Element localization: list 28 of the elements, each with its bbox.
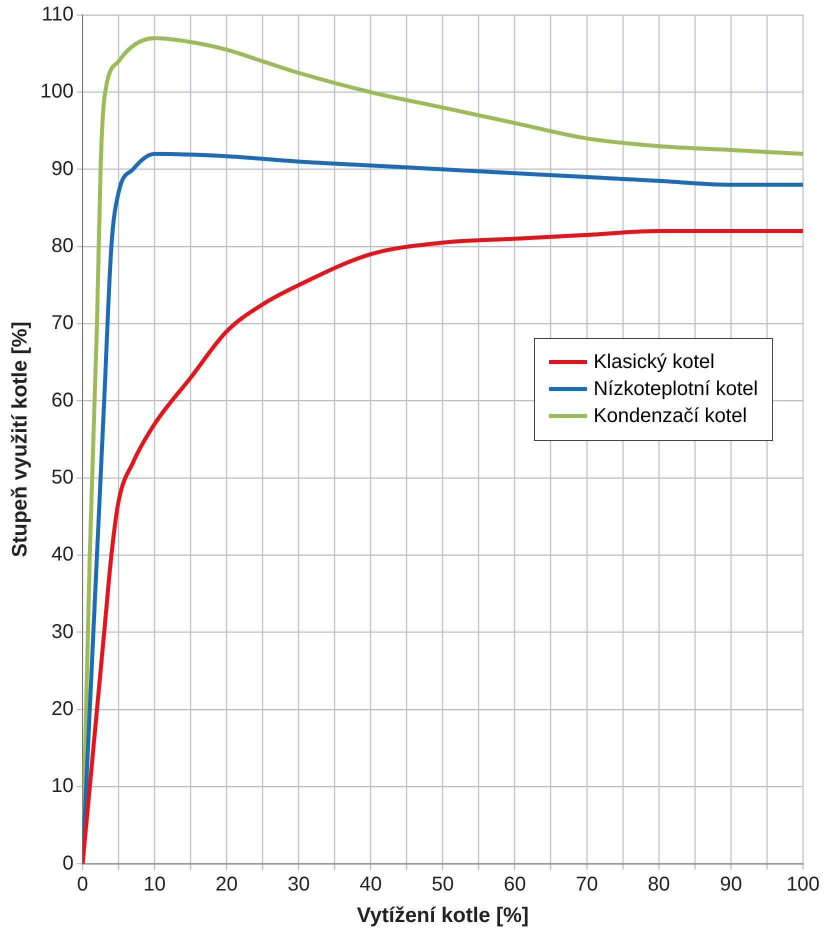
x-axis-title: Vytížení kotle [%] xyxy=(356,904,529,928)
y-tick-label: 60 xyxy=(51,389,74,412)
x-tick-label: 50 xyxy=(432,873,454,896)
y-tick-label: 30 xyxy=(51,620,74,643)
x-tick-label: 20 xyxy=(216,873,238,896)
x-tick-label: 10 xyxy=(143,873,166,896)
y-tick-label: 100 xyxy=(40,80,74,103)
y-tick-label: 0 xyxy=(62,852,74,874)
legend-label: Kondenzačí kotel xyxy=(593,404,747,428)
y-tick-label: 10 xyxy=(51,775,74,798)
y-tick-label: 20 xyxy=(51,698,74,720)
y-tick-label: 90 xyxy=(51,158,74,180)
legend-label: Nízkoteplotní kotel xyxy=(593,378,758,401)
x-tick-label: 70 xyxy=(576,873,598,896)
x-tick-label: 30 xyxy=(288,873,310,896)
y-tick-label: 70 xyxy=(51,312,74,334)
y-tick-label: 50 xyxy=(51,466,74,488)
x-tick-label: 40 xyxy=(360,873,382,896)
y-tick-label: 80 xyxy=(51,235,74,258)
x-tick-label: 80 xyxy=(648,873,670,896)
x-tick-label: 0 xyxy=(77,873,88,896)
y-axis-title: Stupeň využití kotle [%] xyxy=(8,322,32,558)
y-tick-label: 110 xyxy=(42,4,74,26)
x-tick-label: 90 xyxy=(720,873,742,896)
x-tick-label: 60 xyxy=(504,873,526,896)
legend-label: Klasický kotel xyxy=(593,350,715,374)
x-tick-label: 100 xyxy=(786,873,820,896)
y-tick-label: 40 xyxy=(51,544,74,566)
